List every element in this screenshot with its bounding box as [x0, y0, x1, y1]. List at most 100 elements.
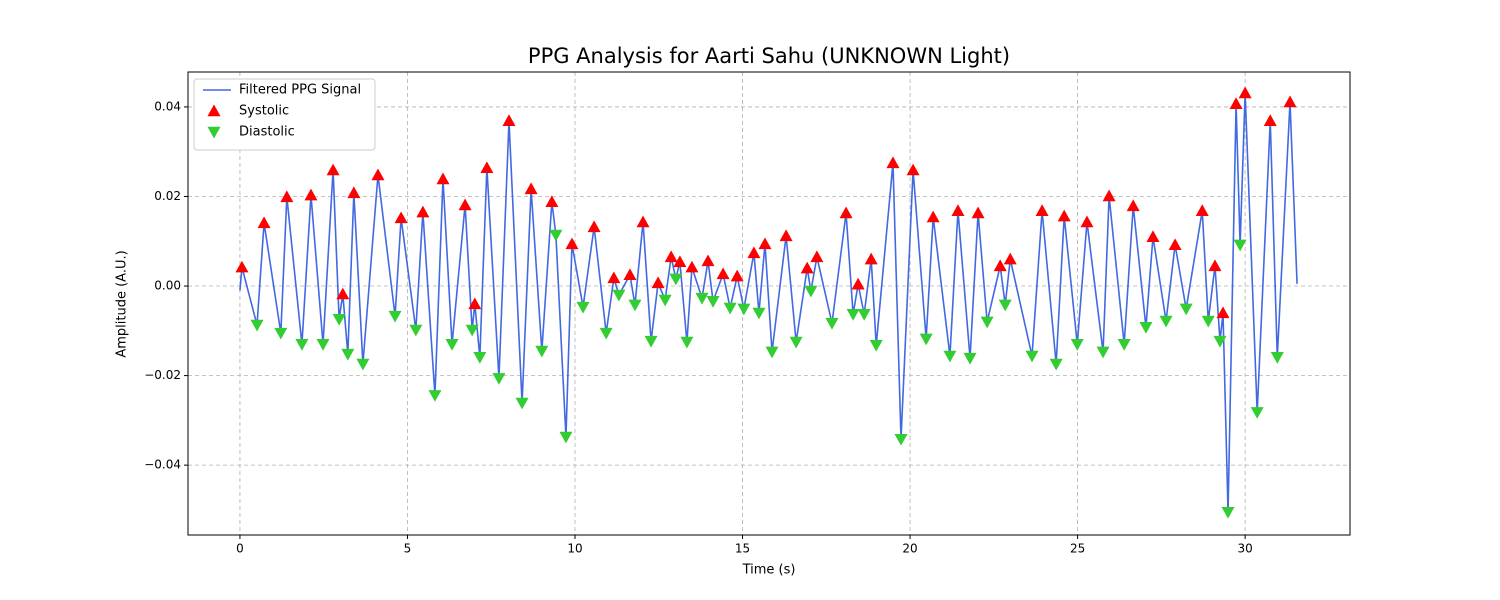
diastolic-marker	[723, 302, 737, 315]
diastolic-marker	[706, 296, 720, 308]
systolic-marker	[1208, 259, 1222, 272]
y-tick-label: −0.04	[144, 458, 181, 472]
legend-marker	[207, 126, 221, 139]
legend: Filtered PPG Signal Systolic Diastolic	[193, 78, 376, 151]
x-tick-label: 0	[236, 542, 244, 556]
diastolic-marker	[1179, 303, 1193, 316]
systolic-marker	[436, 172, 450, 185]
systolic-marker	[747, 246, 761, 259]
systolic-marker	[800, 261, 814, 274]
diastolic-marker	[316, 339, 330, 351]
legend-label: Filtered PPG Signal	[239, 83, 361, 98]
x-tick-label: 10	[567, 542, 582, 556]
diastolic-marker	[752, 307, 766, 320]
diastolic-marker	[998, 299, 1012, 312]
diastolic-marker	[515, 397, 529, 410]
diastolic-marker	[535, 345, 549, 358]
systolic-marker	[993, 259, 1007, 272]
diastolic-marker	[1221, 506, 1235, 519]
systolic-marker	[664, 250, 678, 263]
systolic-marker	[716, 267, 730, 280]
systolic-marker	[1126, 199, 1140, 212]
systolic-marker	[1238, 86, 1252, 99]
diastolic-marker	[473, 352, 487, 364]
diastolic-marker	[356, 358, 370, 371]
diastolic-marker	[1025, 350, 1039, 363]
systolic-marker	[235, 260, 249, 273]
systolic-marker	[1229, 97, 1243, 109]
diastolic-marker	[1213, 335, 1227, 348]
systolic-marker	[851, 277, 865, 290]
diastolic-marker	[919, 333, 933, 346]
diastolic-marker	[599, 327, 613, 340]
x-tick-label: 25	[1070, 542, 1085, 556]
systolic-marker	[1283, 95, 1297, 108]
systolic-marker	[565, 237, 579, 250]
systolic-marker	[394, 211, 408, 224]
systolic-marker	[1080, 215, 1094, 228]
legend-label: Systolic	[239, 104, 289, 119]
legend-label: Diastolic	[239, 125, 295, 140]
systolic-marker	[636, 215, 650, 228]
diastolic-marker	[576, 301, 590, 314]
diastolic-marker	[492, 373, 506, 385]
diastolic-marker	[789, 336, 803, 349]
systolic-marker	[480, 161, 494, 174]
systolic-marker	[685, 260, 699, 273]
diastolic-marker	[612, 289, 626, 302]
systolic-marker	[545, 195, 559, 208]
systolic-marker	[810, 250, 824, 263]
systolic-marker	[336, 287, 350, 300]
diastolic-marker	[669, 273, 683, 286]
diastolic-marker	[1117, 339, 1131, 351]
x-tick-label: 5	[404, 542, 412, 556]
diastolic-marker	[857, 309, 871, 321]
systolic-marker	[906, 163, 920, 176]
diastolic-marker	[428, 390, 442, 402]
systolic-marker	[1003, 252, 1017, 265]
systolic-marker	[1168, 238, 1182, 251]
diastolic-marker	[1139, 322, 1153, 334]
diastolic-marker	[980, 316, 994, 329]
systolic-marker	[416, 205, 430, 218]
diastolic-marker	[1233, 239, 1247, 252]
diastolic-marker	[1159, 315, 1173, 328]
signal-line	[239, 92, 1298, 513]
systolic-marker	[651, 276, 665, 289]
diastolic-marker	[332, 313, 346, 326]
y-tick-label: 0.00	[154, 279, 181, 293]
diastolic-marker	[559, 431, 573, 444]
diastolic-marker	[250, 319, 264, 332]
systolic-marker	[1102, 189, 1116, 202]
systolic-marker	[1216, 306, 1230, 319]
systolic-marker	[701, 254, 715, 267]
diastolic-marker	[445, 339, 459, 351]
systolic-marker	[839, 206, 853, 219]
systolic-marker	[971, 206, 985, 219]
diastolic-marker	[1201, 315, 1215, 328]
diastolic-marker	[869, 339, 883, 352]
chart-title: PPG Analysis for Aarti Sahu (UNKNOWN Lig…	[528, 44, 1010, 68]
y-tick-label: 0.02	[154, 189, 181, 203]
diastolic-marker	[737, 303, 751, 316]
diastolic-marker	[943, 350, 957, 363]
systolic-marker	[1057, 209, 1071, 222]
diastolic-marker	[295, 339, 309, 351]
systolic-marker	[524, 182, 538, 195]
systolic-marker	[502, 114, 516, 127]
systolic-marker	[673, 255, 687, 268]
diastolic-marker	[274, 327, 288, 340]
systolic-marker	[468, 297, 482, 310]
diastolic-marker	[409, 324, 423, 337]
x-axis-label: Time (s)	[742, 563, 796, 578]
systolic-marker	[371, 168, 385, 181]
legend-marker	[207, 104, 221, 117]
systolic-marker	[1263, 114, 1277, 127]
systolic-marker	[951, 204, 965, 217]
systolic-marker	[304, 188, 318, 201]
systolic-marker	[1146, 230, 1160, 242]
diastolic-marker	[388, 310, 402, 323]
y-tick-label: −0.02	[144, 368, 181, 382]
